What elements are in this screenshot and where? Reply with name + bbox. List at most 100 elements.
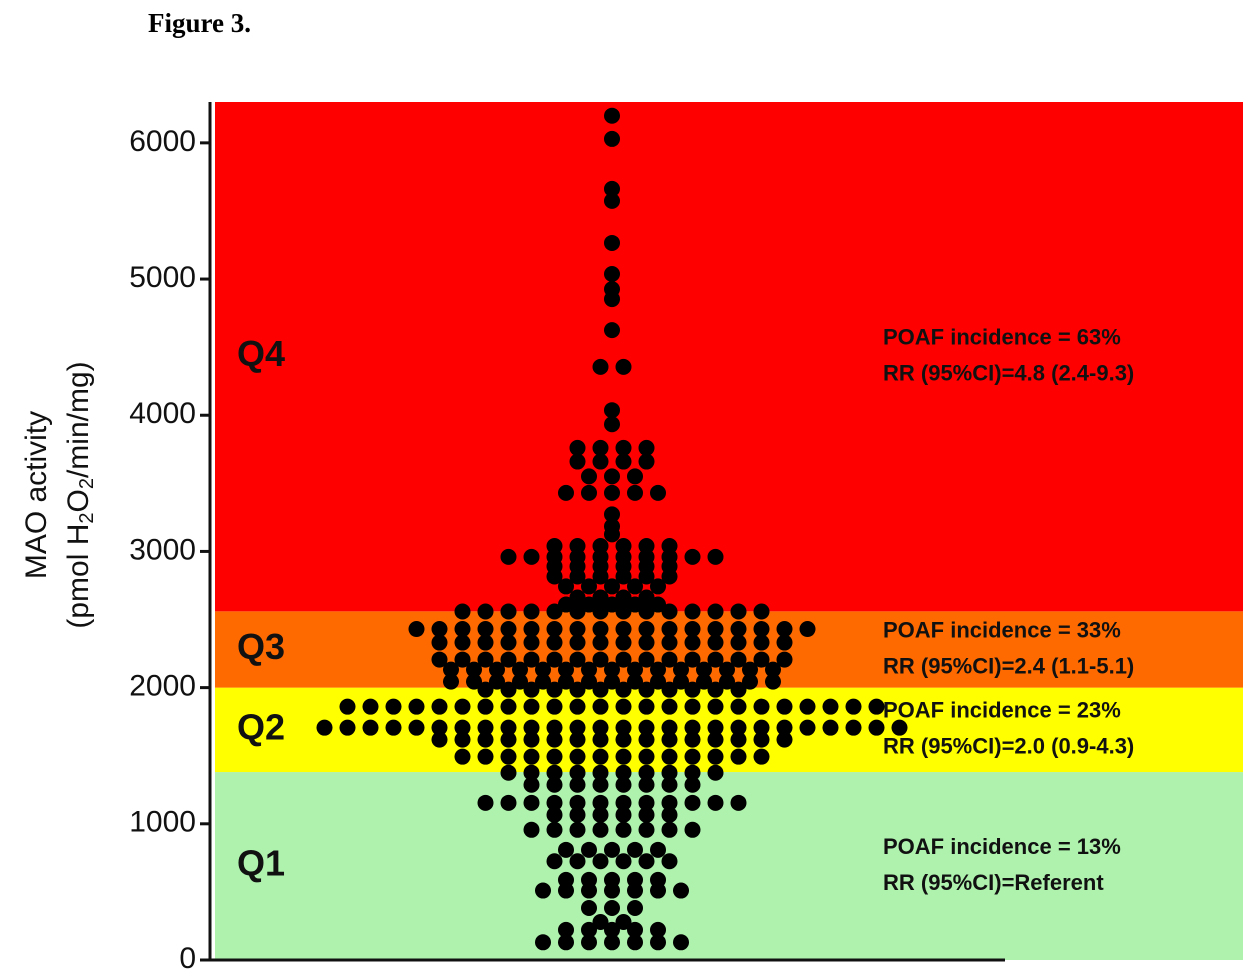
data-dot [845, 719, 862, 736]
data-dot [546, 681, 563, 698]
data-dot [500, 794, 517, 811]
data-dot [592, 794, 609, 811]
data-dot [339, 698, 356, 715]
data-dot [466, 673, 482, 690]
data-dot [650, 661, 666, 678]
data-dot [385, 719, 402, 736]
data-dot [581, 673, 597, 690]
data-dot [477, 651, 494, 668]
data-dot [569, 698, 586, 715]
data-dot [650, 596, 666, 613]
data-dot [569, 651, 586, 668]
data-dot [523, 794, 540, 811]
data-dot [581, 578, 597, 595]
data-dot [581, 841, 597, 858]
data-dot [581, 934, 597, 951]
data-dot [592, 439, 609, 456]
data-dot [466, 661, 482, 678]
data-dot [477, 748, 494, 765]
data-dot [615, 806, 632, 823]
data-dot [569, 731, 586, 748]
data-dot [546, 748, 563, 765]
data-dot [500, 698, 517, 715]
data-dot [707, 603, 724, 620]
y-tick-label: 6000 [129, 125, 196, 158]
data-dot [431, 621, 448, 638]
data-dot [742, 661, 758, 678]
data-dot [546, 853, 563, 870]
data-dot [604, 266, 620, 283]
y-axis-label-sub: 2 [76, 513, 98, 524]
data-dot [684, 719, 701, 736]
data-dot [604, 291, 620, 308]
data-dot [615, 794, 632, 811]
data-dot [558, 841, 574, 858]
band-incidence: POAF incidence = 13% [883, 834, 1121, 859]
data-dot [661, 634, 678, 651]
band-rr: RR (95%CI)=2.4 (1.1-5.1) [883, 653, 1134, 678]
data-dot [546, 603, 563, 620]
data-dot [500, 651, 517, 668]
data-dot [638, 821, 655, 838]
data-dot [661, 568, 678, 585]
data-dot [523, 776, 540, 793]
data-dot [638, 453, 655, 470]
data-dot [638, 794, 655, 811]
data-dot [638, 764, 655, 781]
data-dot [523, 621, 540, 638]
data-dot [581, 882, 597, 899]
data-dot [707, 651, 724, 668]
data-dot [569, 853, 586, 870]
data-dot [546, 821, 563, 838]
data-dot [592, 806, 609, 823]
data-dot [592, 914, 609, 931]
data-dot [592, 568, 609, 585]
data-dot [627, 934, 643, 951]
data-dot [638, 589, 655, 606]
data-dot [604, 596, 620, 613]
data-dot [546, 806, 563, 823]
band-incidence: POAF incidence = 23% [883, 698, 1121, 723]
data-dot [707, 748, 724, 765]
data-dot [569, 681, 586, 698]
data-dot [535, 934, 551, 951]
data-dot [604, 673, 620, 690]
data-dot [604, 506, 620, 523]
data-dot [581, 899, 597, 916]
data-dot [592, 748, 609, 765]
data-dot [615, 764, 632, 781]
data-dot [523, 651, 540, 668]
data-dot [454, 731, 471, 748]
data-dot [558, 596, 574, 613]
data-dot [627, 484, 643, 501]
data-dot [592, 731, 609, 748]
data-dot [339, 719, 356, 736]
data-dot [569, 821, 586, 838]
band [215, 772, 1243, 960]
data-dot [615, 914, 632, 931]
data-dot [627, 468, 643, 485]
data-dot [604, 130, 620, 147]
data-dot [592, 698, 609, 715]
data-dot [592, 589, 609, 606]
data-dot [523, 731, 540, 748]
data-dot [661, 621, 678, 638]
data-dot [454, 634, 471, 651]
data-dot [730, 698, 747, 715]
data-dot [569, 634, 586, 651]
data-dot [477, 681, 494, 698]
data-dot [431, 698, 448, 715]
data-dot [753, 651, 770, 668]
band-rr: RR (95%CI)=Referent [883, 870, 1104, 895]
data-dot [523, 681, 540, 698]
data-dot [443, 661, 459, 678]
data-dot [868, 719, 885, 736]
data-dot [604, 107, 620, 124]
data-dot [615, 853, 632, 870]
data-dot [661, 698, 678, 715]
data-dot [661, 764, 678, 781]
data-dot [719, 661, 735, 678]
data-dot [558, 882, 574, 899]
data-dot [592, 719, 609, 736]
data-dot [615, 603, 632, 620]
